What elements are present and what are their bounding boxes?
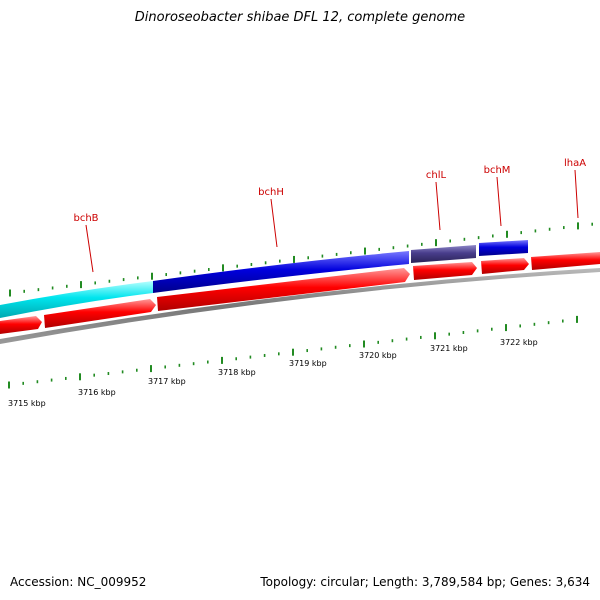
outer-tick-row (9, 222, 594, 297)
accession-text: Accession: NC_009952 (10, 575, 147, 589)
inner-tick-row (8, 315, 578, 389)
gene-bchB-block (0, 281, 153, 318)
gene-label-bchM: bchM (484, 165, 511, 176)
kbp-label-3715: 3715 kbp (8, 399, 46, 408)
gene-label-bchH: bchH (258, 187, 284, 198)
gene-label-leaders (85, 169, 579, 273)
leader-bchM (496, 176, 502, 227)
leader-bchH (270, 198, 278, 248)
gene-reverse-3 (157, 268, 410, 311)
kbp-label-3717: 3717 kbp (148, 377, 186, 386)
gene-chlL-block (411, 245, 476, 263)
gene-label-chlL: chlL (426, 170, 447, 181)
kbp-label-3716: 3716 kbp (78, 388, 116, 397)
leader-chlL (435, 181, 441, 231)
gene-label-bchB: bchB (73, 213, 98, 224)
genome-summary-text: Topology: circular; Length: 3,789,584 bp… (260, 575, 590, 589)
leader-bchB (85, 224, 94, 273)
kbp-label-3720: 3720 kbp (359, 351, 397, 360)
kbp-label-3719: 3719 kbp (289, 359, 327, 368)
forward-strand-genes (0, 240, 528, 318)
gene-label-lhaA: lhaA (564, 158, 586, 169)
kbp-labels: 3715 kbp 3716 kbp 3717 kbp 3718 kbp 3719… (8, 338, 538, 408)
leader-lhaA (574, 169, 579, 219)
kbp-label-3721: 3721 kbp (430, 344, 468, 353)
backbone-track (0, 268, 600, 344)
gene-reverse-4 (413, 262, 477, 280)
gene-reverse-5 (481, 258, 529, 274)
gene-bchM-block (479, 240, 528, 256)
kbp-label-3718: 3718 kbp (218, 368, 256, 377)
gene-bchH-block (153, 251, 409, 293)
kbp-label-3722: 3722 kbp (500, 338, 538, 347)
gene-reverse-1 (0, 316, 42, 334)
reverse-strand-genes (0, 252, 600, 334)
gene-reverse-6 (531, 252, 600, 270)
map-title: Dinoroseobacter shibae DFL 12, complete … (134, 10, 466, 25)
gene-reverse-2 (44, 299, 156, 328)
gene-labels: bchB bchH chlL bchM lhaA (73, 158, 586, 224)
